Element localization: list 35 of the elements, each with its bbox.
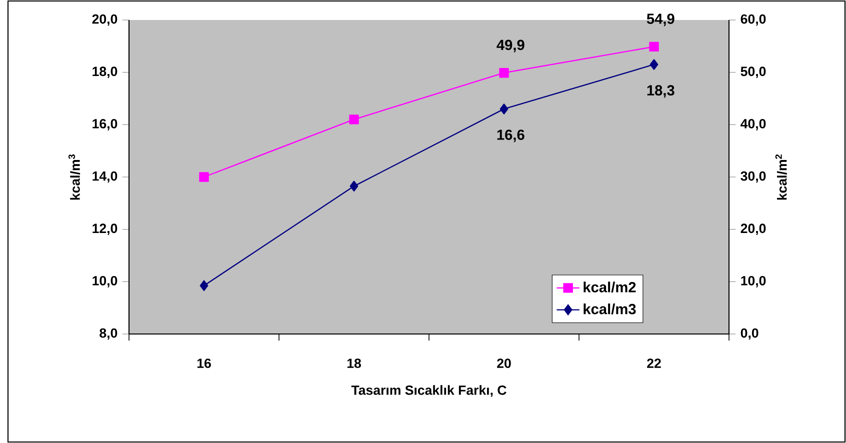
legend-label: kcal/m3 (584, 304, 636, 314)
point (650, 59, 658, 70)
data-label: 49,9 (496, 40, 524, 52)
y2-tick-label: 10,0 (741, 276, 766, 288)
data-label: 16,6 (497, 130, 524, 142)
y-tick-label: 8,0 (100, 328, 118, 340)
y2-tick-label: 30,0 (740, 171, 766, 183)
y-axis-title: kcal/m$^{3}$ (68, 154, 80, 200)
x-tick-label: 16 (197, 358, 211, 368)
point (199, 172, 209, 182)
point (200, 280, 208, 291)
legend-label: kcal/m2 (584, 282, 636, 293)
point (649, 42, 659, 52)
point (499, 68, 509, 78)
point (500, 104, 508, 114)
y2-tick-label: 60,0 (740, 14, 766, 26)
y2-axis-title: kcal/m$^{2}$ (775, 154, 787, 200)
y-tick-label: 14,0 (92, 171, 118, 183)
x-tick-label: 20 (497, 358, 511, 368)
y2-tick-label: 20,0 (740, 224, 766, 236)
x-axis-title: Tasarım Sıcaklık Farkı, C (351, 385, 506, 397)
x-tick-label: 22 (647, 358, 661, 368)
y-tick-label: 10,0 (92, 276, 118, 288)
point (349, 114, 359, 124)
point (350, 180, 358, 192)
data-label: 18,3 (647, 85, 674, 98)
y2-tick-label: 50,0 (740, 66, 766, 78)
y-tick-label: 16,0 (92, 119, 118, 130)
data-label: 54,9 (646, 14, 674, 26)
y-tick-label: 20,0 (92, 14, 118, 26)
y2-tick-label: 40,0 (740, 119, 766, 130)
y2-tick-label: 0,0 (740, 328, 758, 340)
y-tick-label: 12,0 (92, 224, 118, 236)
x-tick-label: 18 (347, 358, 361, 368)
y-tick-label: 18,0 (92, 66, 118, 78)
